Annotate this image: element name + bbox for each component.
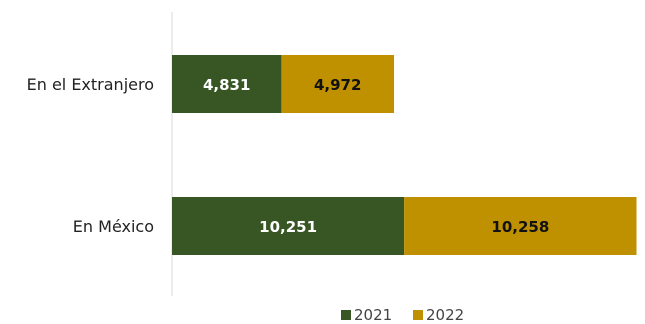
category-label: En México [73, 217, 154, 236]
bar-2022 [404, 197, 637, 255]
bar-2021 [172, 55, 282, 113]
data-label: 4,831 [203, 76, 250, 94]
legend-swatch [413, 310, 423, 320]
legend-label: 2021 [354, 306, 392, 324]
bar-2021 [172, 197, 405, 255]
data-label: 10,258 [491, 218, 549, 236]
data-label: 10,251 [259, 218, 317, 236]
bar-2022 [281, 55, 395, 113]
legend: 2021 2022 [341, 306, 464, 324]
category-label: En el Extranjero [27, 75, 154, 94]
labels-group: En el Extranjero 4,831 4,972 En México 10,25… [27, 75, 550, 236]
legend-label: 2022 [426, 306, 464, 324]
legend-swatch [341, 310, 351, 320]
bars-group [172, 55, 637, 255]
data-label: 4,972 [314, 76, 361, 94]
